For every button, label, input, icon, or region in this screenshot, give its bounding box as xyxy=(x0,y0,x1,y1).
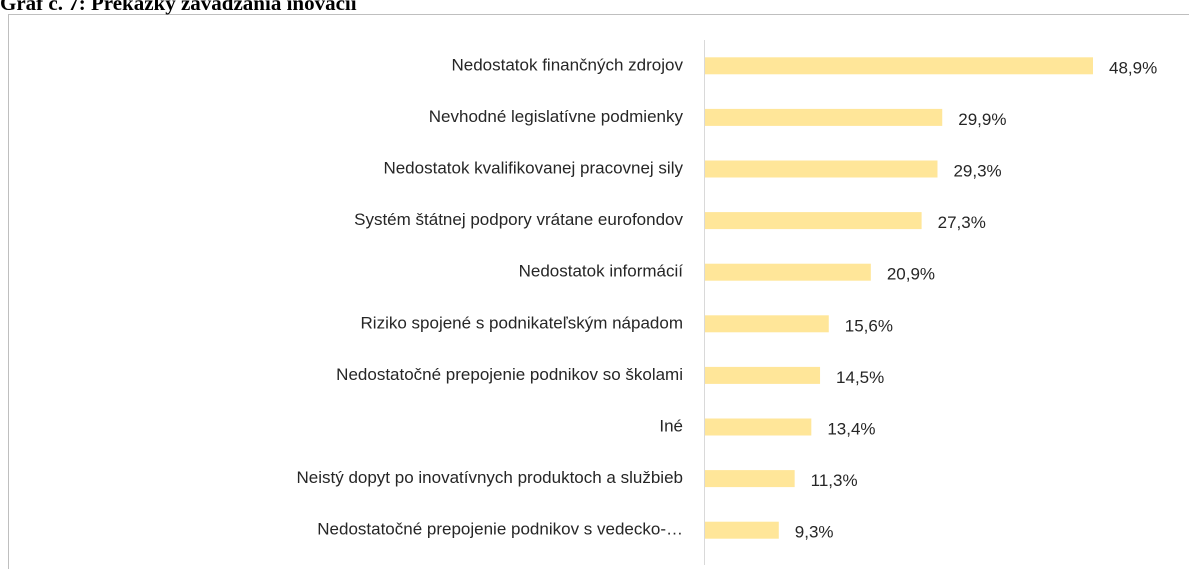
bar xyxy=(705,366,821,384)
category-label: Nedostatočné prepojenie podnikov s vedec… xyxy=(317,520,683,539)
category-label: Nedostatok finančných zdrojov xyxy=(451,55,683,74)
data-label: 29,3% xyxy=(953,161,1001,180)
bar xyxy=(705,470,795,488)
bar xyxy=(705,418,812,436)
data-label: 15,6% xyxy=(845,316,893,335)
category-label: Iné xyxy=(659,416,683,435)
data-label: 11,3% xyxy=(811,471,858,490)
data-label: 29,9% xyxy=(958,110,1006,129)
bar xyxy=(705,212,922,230)
category-label: Nedostatok kvalifikovanej pracovnej sily xyxy=(383,158,683,177)
data-label: 20,9% xyxy=(887,265,935,284)
chart-frame xyxy=(8,14,1189,569)
data-label: 9,3% xyxy=(795,523,834,542)
bar xyxy=(705,315,829,333)
bar xyxy=(705,263,871,281)
category-label: Nevhodné legislatívne podmienky xyxy=(429,107,684,126)
category-label: Nedostatok informácií xyxy=(519,262,684,281)
bar xyxy=(705,108,943,126)
bar xyxy=(705,57,1093,75)
category-label: Nedostatočné prepojenie podnikov so škol… xyxy=(336,365,683,384)
data-label: 48,9% xyxy=(1109,58,1157,77)
data-label: 13,4% xyxy=(827,419,875,438)
bar xyxy=(705,521,779,539)
bar xyxy=(705,160,938,178)
category-label: Riziko spojené s podnikateľským nápadom xyxy=(361,313,683,332)
chart-title: Graf č. 7: Prekážky zavádzania inovácií xyxy=(0,0,358,15)
category-label: Neistý dopyt po inovatívnych produktoch … xyxy=(296,468,683,487)
category-label: Systém štátnej podpory vrátane eurofondo… xyxy=(354,210,683,229)
data-label: 14,5% xyxy=(836,368,884,387)
data-label: 27,3% xyxy=(938,213,986,232)
